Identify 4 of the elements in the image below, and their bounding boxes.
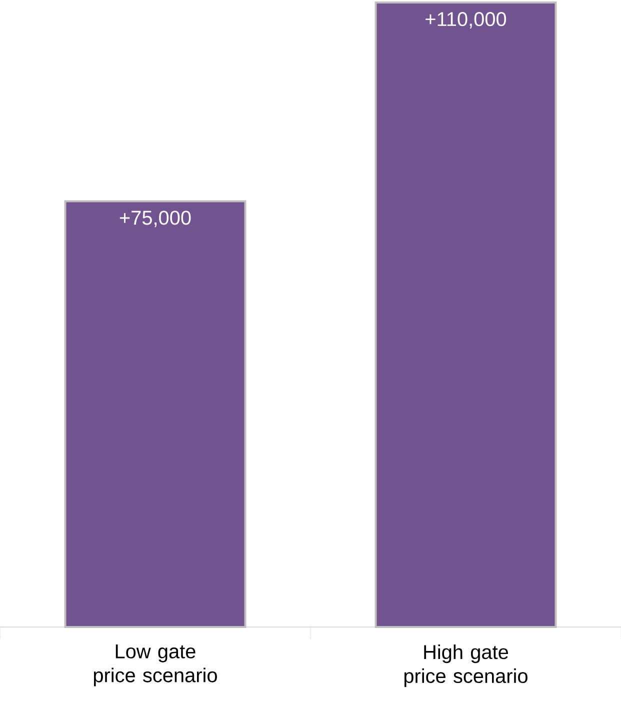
x-tick-label: High gate price scenario: [404, 644, 528, 687]
x-tick-label: Low gate price scenario: [94, 644, 217, 686]
data-label: +110,000: [426, 12, 506, 28]
data-label: +75,000: [120, 210, 191, 228]
